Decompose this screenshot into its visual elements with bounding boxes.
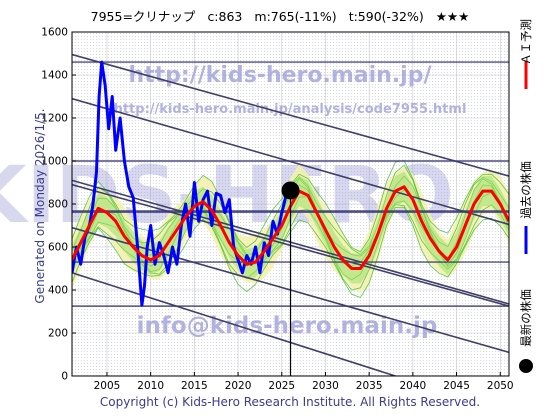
legend-label: ＡＩ予測 [519, 19, 533, 65]
y-tick-label: 0 [61, 371, 68, 383]
current-marker-group [281, 181, 300, 376]
y-tick-label: 600 [48, 242, 68, 254]
legend-label: 過去の株価 [519, 161, 533, 219]
watermark-email: info@kids-hero.main.jp [137, 313, 438, 339]
x-tick-label: 2035 [356, 380, 383, 392]
stock-code-name: 7955=クリナップ [90, 9, 196, 24]
current-price: c:863 [207, 9, 243, 24]
y-tick-label: 400 [48, 285, 68, 297]
y-axis: 0 200 400 600 800 1000 1200 1400 1600 [41, 27, 76, 383]
x-tick-label: 2020 [225, 380, 252, 392]
x-tick-label: 2010 [137, 380, 164, 392]
y-tick-label: 1000 [41, 156, 68, 168]
legend-swatch [519, 359, 533, 373]
chart-header: 7955=クリナップ c:863 m:765(-11%) t:590(-32%) ★★★ [0, 6, 560, 25]
x-tick-label: 2015 [181, 380, 208, 392]
median-price: m:765(-11%) [254, 9, 337, 24]
trend-line [72, 272, 396, 376]
generated-date-note: Generated on Monday 2026/1/5. [33, 108, 47, 303]
y-tick-label: 1200 [41, 113, 68, 125]
trend-line [72, 53, 509, 177]
watermark-url-main: http://kids-hero.main.jp/ [128, 63, 432, 88]
rating-stars: ★★★ [435, 9, 470, 24]
past-price-line [72, 60, 292, 307]
watermark-url-analysis: http://kids-hero.main.jp/analysis/code79… [114, 102, 467, 117]
x-tick-label: 2025 [268, 380, 295, 392]
x-tick-label: 2005 [94, 380, 121, 392]
x-tick-label: 2040 [399, 380, 426, 392]
x-tick-label: 2030 [312, 380, 339, 392]
current-price-dot [281, 181, 300, 200]
y-tick-label: 800 [48, 199, 68, 211]
x-axis: 2005 2010 2015 2020 2025 2030 2035 2040 2045 2050 [94, 372, 514, 392]
legend-label: 最新の株価 [519, 289, 533, 347]
copyright-text: Copyright (c) Kids-Hero Research Institu… [100, 395, 480, 409]
prediction-band-core [72, 171, 509, 284]
y-tick-label: 1400 [41, 70, 68, 82]
target-price: t:590(-32%) [348, 9, 424, 24]
y-tick-label: 200 [48, 328, 68, 340]
y-tick-label: 1600 [41, 27, 68, 39]
x-tick-label: 2050 [487, 380, 514, 392]
x-tick-label: 2045 [443, 380, 470, 392]
